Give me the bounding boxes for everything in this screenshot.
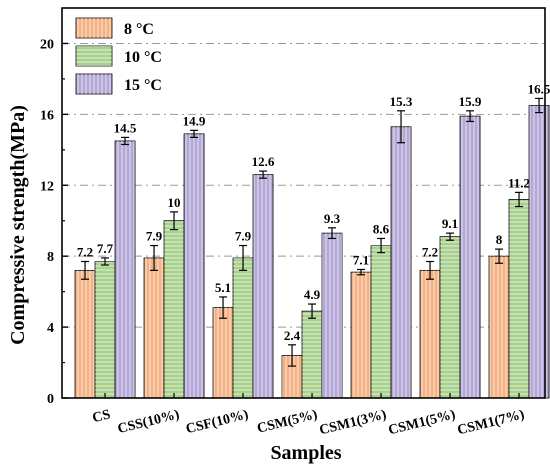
data-label: 9.1 bbox=[442, 216, 458, 231]
data-label: 7.1 bbox=[353, 252, 369, 267]
data-label: 5.1 bbox=[215, 280, 231, 295]
bar-hatch bbox=[282, 355, 303, 398]
x-tick-label: CS bbox=[91, 407, 112, 426]
bar-hatch bbox=[75, 270, 96, 398]
data-label: 10 bbox=[168, 195, 181, 210]
legend-swatch-hatch bbox=[76, 74, 112, 94]
bar-hatch bbox=[460, 116, 481, 399]
x-tick-label: CSM1(3%) bbox=[318, 407, 388, 438]
plot-frame bbox=[61, 7, 546, 399]
data-label: 7.2 bbox=[77, 245, 93, 260]
data-label: 7.7 bbox=[97, 241, 114, 256]
data-label: 12.6 bbox=[252, 154, 275, 169]
legend-label: 10 °C bbox=[124, 49, 162, 66]
y-axis-label: Compressive strength(MPa) bbox=[7, 105, 29, 345]
bar-hatch bbox=[440, 236, 461, 398]
legend-label: 15 °C bbox=[124, 77, 162, 94]
y-tick-label: 0 bbox=[47, 392, 54, 407]
bar-hatch bbox=[371, 245, 392, 398]
bar-hatch bbox=[95, 261, 116, 398]
x-axis-label: Samples bbox=[270, 442, 341, 464]
data-label: 15.9 bbox=[459, 94, 482, 109]
data-label: 8 bbox=[496, 232, 503, 247]
data-label: 15.3 bbox=[390, 94, 413, 109]
bar-hatch bbox=[391, 126, 412, 398]
y-tick-label: 20 bbox=[40, 37, 54, 52]
data-label: 7.9 bbox=[146, 229, 163, 244]
y-tick-label: 8 bbox=[47, 250, 54, 265]
data-label: 16.5 bbox=[528, 81, 550, 96]
bar-hatch bbox=[115, 140, 136, 399]
y-tick-label: 4 bbox=[47, 321, 54, 336]
bar-hatch bbox=[529, 105, 550, 398]
data-label: 9.3 bbox=[324, 211, 341, 226]
bar-hatch bbox=[164, 220, 185, 398]
data-label: 2.4 bbox=[284, 328, 301, 343]
y-tick-label: 12 bbox=[40, 179, 54, 194]
data-label: 4.9 bbox=[304, 287, 321, 302]
x-tick-label: CSM1(5%) bbox=[387, 407, 457, 438]
x-tick-label: CSM1(7%) bbox=[456, 407, 526, 438]
legend: 8 °C 10 °C 15 °C bbox=[75, 17, 162, 95]
data-label: 14.5 bbox=[114, 120, 137, 135]
legend-label: 8 °C bbox=[124, 21, 154, 38]
bar-hatch bbox=[253, 174, 274, 398]
data-label: 11.2 bbox=[508, 175, 530, 190]
legend-swatch-hatch bbox=[76, 18, 112, 38]
bar-hatch bbox=[233, 257, 254, 398]
y-tick-label: 16 bbox=[40, 108, 54, 123]
bar-hatch bbox=[213, 307, 234, 398]
bar-hatch bbox=[351, 272, 372, 398]
bar-hatch bbox=[509, 199, 530, 398]
x-tick-label: CSS(10%) bbox=[116, 407, 181, 437]
data-label: 7.2 bbox=[422, 245, 438, 260]
bar-hatch bbox=[144, 257, 165, 398]
x-tick-label: CSF(10%) bbox=[184, 407, 250, 437]
x-tick-label: CSM(5%) bbox=[256, 407, 320, 436]
data-label: 8.6 bbox=[373, 221, 390, 236]
data-label: 14.9 bbox=[183, 113, 206, 128]
bars: 7.2 7.7 14.5 7.9 10 14.9 5.1 7.9 12.6 2.4 4.9 9.3 7.… bbox=[74, 81, 550, 399]
legend-swatch-hatch bbox=[76, 46, 112, 66]
bar-hatch bbox=[489, 256, 510, 398]
bar-hatch bbox=[184, 133, 205, 398]
bar-hatch bbox=[322, 233, 343, 398]
bar-hatch bbox=[420, 270, 441, 398]
bar-hatch bbox=[302, 311, 323, 398]
data-label: 7.9 bbox=[235, 229, 252, 244]
